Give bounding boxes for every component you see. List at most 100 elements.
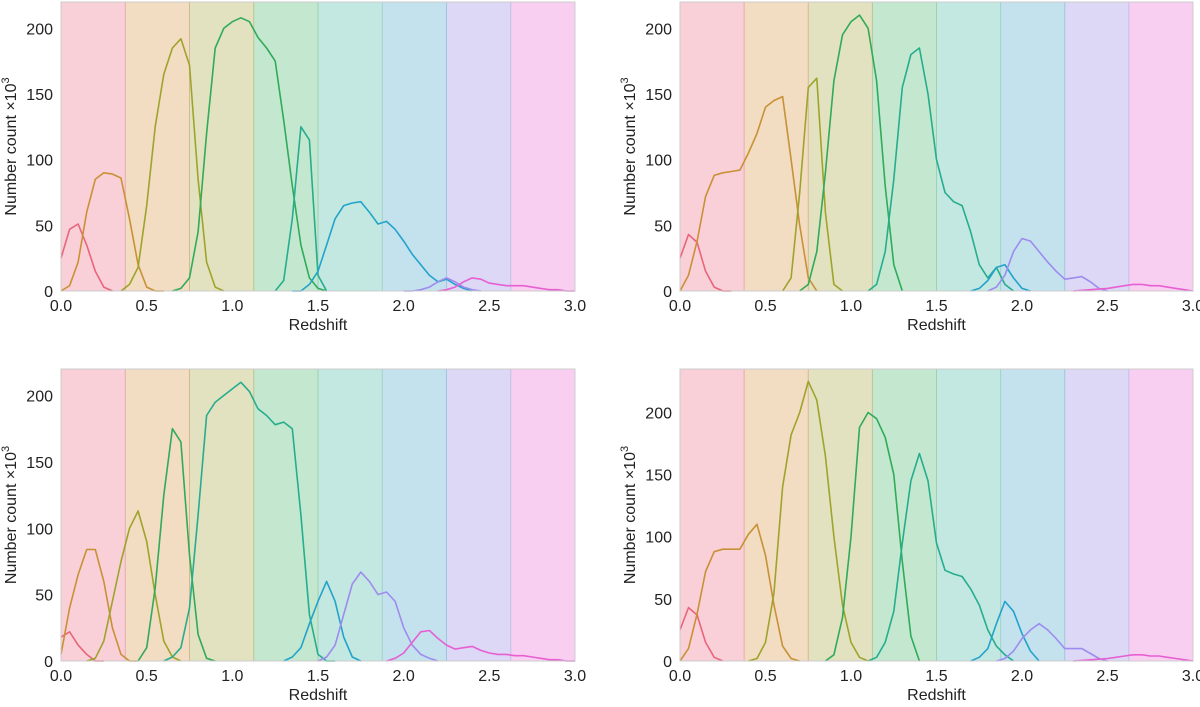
y-tick-label: 50: [654, 218, 672, 235]
series-line-3: [86, 510, 182, 662]
y-axis-label-base: Number count ×10: [622, 83, 639, 215]
y-axis-label-exponent: 3: [0, 77, 12, 83]
band-6: [382, 369, 447, 661]
x-tick-label: 0.5: [754, 668, 776, 685]
band-7: [1064, 369, 1129, 661]
series-line-2: [679, 95, 818, 292]
series-line-5: [867, 452, 1014, 662]
series-line-1: [679, 606, 724, 662]
y-axis-label: Number count ×103: [619, 77, 639, 215]
y-tick-label: 100: [26, 153, 53, 170]
x-tick-label: 0.0: [669, 668, 691, 685]
x-tick-label: 2.0: [393, 668, 415, 685]
y-axis-label-exponent: 3: [619, 77, 631, 83]
band-1: [680, 369, 745, 661]
y-tick-label: 0: [44, 654, 53, 671]
x-tick-label: 3.0: [1182, 298, 1200, 315]
y-tick-label: 0: [44, 284, 53, 301]
series-line-7: [317, 571, 439, 662]
x-tick-label: 0.5: [136, 298, 158, 315]
x-tick-label: 1.0: [840, 668, 862, 685]
band-1: [61, 2, 126, 291]
band-3: [189, 369, 254, 661]
series-line-8: [437, 277, 575, 292]
series-line-6: [970, 600, 1040, 662]
y-tick-label: 100: [645, 153, 672, 170]
axes-frame: [679, 368, 1194, 662]
series-line-5: [163, 381, 336, 662]
y-tick-label: 200: [645, 405, 672, 422]
y-axis-label-base: Number count ×10: [622, 452, 639, 584]
series-line-1: [60, 223, 113, 292]
series-line-7: [403, 277, 481, 292]
band-4: [872, 2, 937, 291]
x-tick-label: 1.5: [307, 668, 329, 685]
y-axis-label-base: Number count ×10: [3, 452, 20, 584]
x-tick-label: 0.0: [50, 298, 72, 315]
x-tick-label: 3.0: [564, 668, 586, 685]
band-1: [61, 369, 126, 661]
y-tick-label: 100: [645, 530, 672, 547]
series-line-4: [824, 411, 921, 662]
series-line-4: [799, 14, 904, 292]
series-line-5: [867, 47, 1014, 292]
series-line-4: [137, 427, 216, 662]
x-tick-label: 0.5: [136, 668, 158, 685]
y-tick-label: 100: [26, 521, 53, 538]
y-tick-label: 0: [663, 284, 672, 301]
subplot-3: 0.0 0.5 1.0 1.5 2.0 2.5 3.0 0 50 100 150 200 Redshif…: [0, 368, 586, 704]
series-line-3: [120, 37, 225, 292]
x-tick-label: 2.0: [1011, 298, 1033, 315]
x-tick-label: 1.5: [925, 298, 947, 315]
y-tick-label: 150: [26, 455, 53, 472]
band-4: [872, 369, 937, 661]
y-axis-label-exponent: 3: [619, 446, 631, 452]
y-axis-label-exponent: 3: [0, 446, 12, 452]
y-tick-label: 150: [26, 87, 53, 104]
y-axis-label: Number count ×103: [619, 446, 639, 584]
subplot-4: 0.0 0.5 1.0 1.5 2.0 2.5 3.0 0 50 100 150 200 Redshif…: [619, 368, 1200, 704]
x-tick-label: 2.0: [1011, 668, 1033, 685]
x-tick-label: 0.0: [669, 298, 691, 315]
y-tick-label: 150: [645, 87, 672, 104]
x-tick-label: 2.5: [478, 668, 500, 685]
series-line-6: [283, 580, 362, 662]
band-2: [125, 369, 190, 661]
band-7: [446, 369, 511, 661]
series-line-3: [781, 77, 843, 292]
x-tick-label: 2.0: [393, 298, 415, 315]
band-7: [446, 2, 511, 291]
y-tick-label: 200: [26, 21, 53, 38]
subplot-2: 0.0 0.5 1.0 1.5 2.0 2.5 3.0 0 50 100 150 200 Redshif…: [619, 1, 1200, 334]
y-tick-label: 200: [26, 389, 53, 406]
series-line-3: [748, 380, 869, 662]
y-axis-label: Number count ×103: [0, 77, 20, 215]
x-tick-label: 2.5: [1096, 668, 1118, 685]
band-4: [253, 369, 318, 661]
axes-frame: [60, 368, 576, 662]
band-3: [808, 369, 873, 661]
band-2: [125, 2, 190, 291]
x-tick-label: 1.0: [840, 298, 862, 315]
y-tick-label: 50: [35, 218, 53, 235]
series-line-2: [60, 548, 139, 662]
band-5: [318, 2, 383, 291]
band-2: [744, 2, 809, 291]
series-line-8: [1073, 653, 1194, 662]
series-line-2: [679, 523, 800, 662]
series-line-5: [274, 126, 328, 292]
subplot-1: 0.0 0.5 1.0 1.5 2.0 2.5 3.0 0 50 100 150 200 Redshif…: [0, 1, 586, 334]
y-tick-label: 150: [645, 468, 672, 485]
series-line-8: [1073, 283, 1194, 292]
y-tick-label: 200: [645, 21, 672, 38]
band-3: [189, 2, 254, 291]
x-axis-label: Redshift: [907, 317, 966, 334]
x-tick-label: 2.5: [478, 298, 500, 315]
band-4: [253, 2, 318, 291]
band-6: [382, 2, 447, 291]
x-tick-label: 1.5: [307, 298, 329, 315]
x-tick-label: 1.5: [925, 668, 947, 685]
band-8: [1128, 369, 1193, 661]
series-line-4: [172, 16, 327, 292]
